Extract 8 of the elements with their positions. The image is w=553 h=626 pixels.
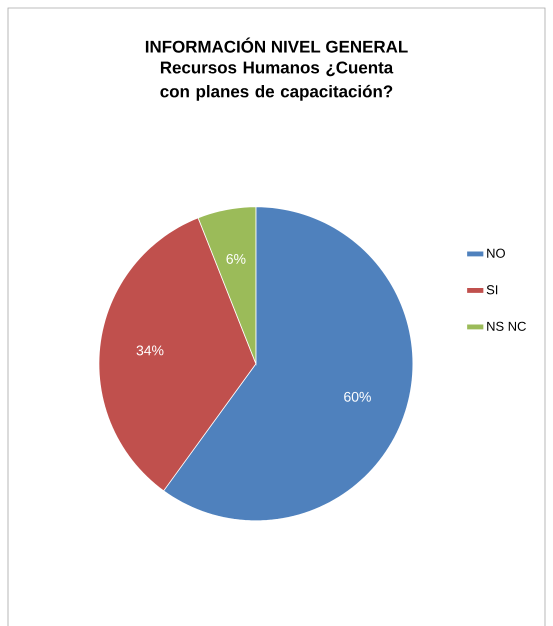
data-label: 34%: [136, 345, 164, 356]
legend-label: NO: [487, 248, 505, 258]
chart-title: INFORMACIÓN NIVEL GENERAL: [146, 38, 408, 53]
data-label: 60%: [344, 392, 371, 402]
legend-label: NS NC: [487, 322, 526, 331]
data-label: 6%: [226, 254, 246, 264]
chart-subtitle: Recursos Humanos ¿Cuenta con planes de capacitación?: [160, 62, 394, 101]
legend-label: SI: [486, 285, 498, 294]
